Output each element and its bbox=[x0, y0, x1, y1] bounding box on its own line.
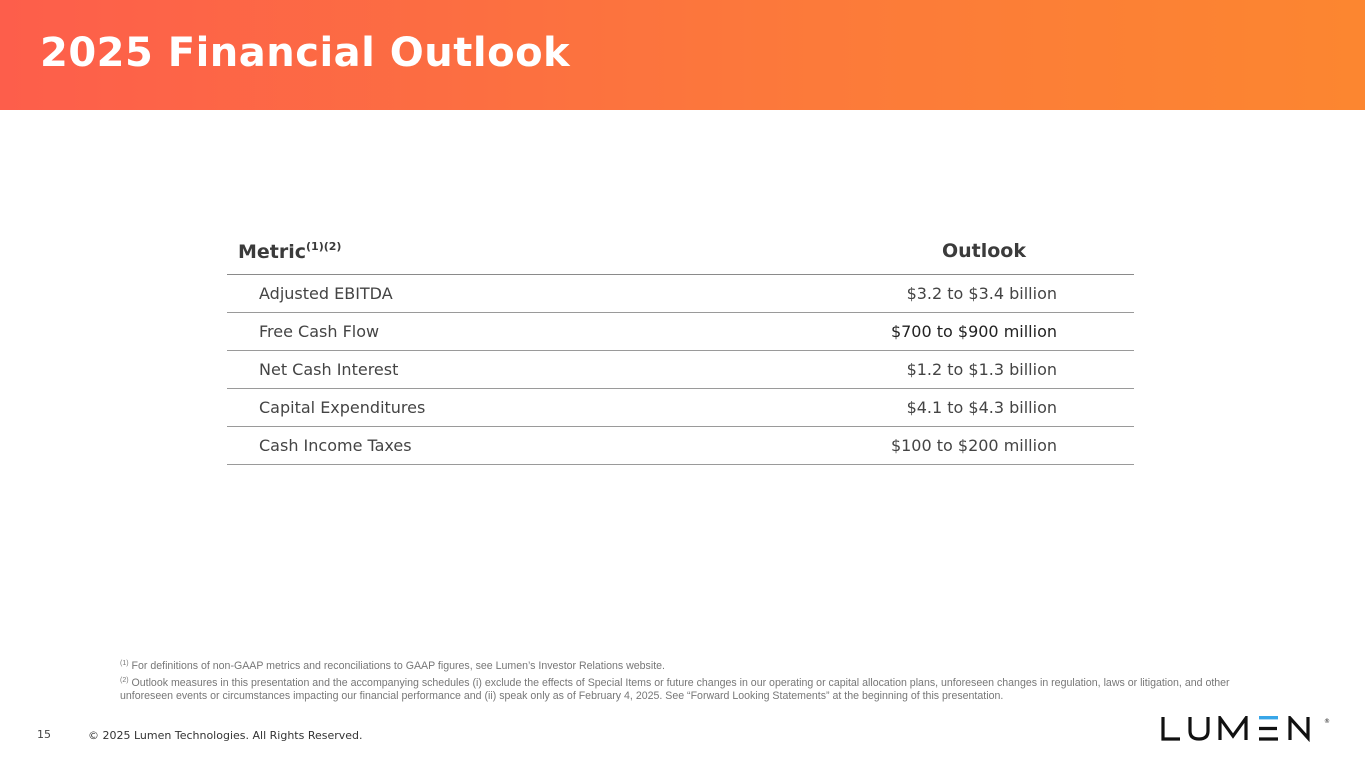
metric-cell: Cash Income Taxes bbox=[259, 436, 412, 455]
metric-cell: Adjusted EBITDA bbox=[259, 284, 393, 303]
svg-text:®: ® bbox=[1324, 718, 1330, 725]
outlook-cell: $1.2 to $1.3 billion bbox=[906, 360, 1057, 379]
table-row: Free Cash Flow $700 to $900 million bbox=[227, 313, 1134, 351]
page-number: 15 bbox=[37, 728, 51, 741]
page-title: 2025 Financial Outlook bbox=[40, 30, 571, 76]
footnote-mark: (2) bbox=[120, 676, 129, 684]
lumen-logo: ® bbox=[1161, 716, 1330, 742]
table-row: Net Cash Interest $1.2 to $1.3 billion bbox=[227, 351, 1134, 389]
outlook-cell: $100 to $200 million bbox=[890, 436, 1057, 455]
table-header: Metric(1)(2) Outlook bbox=[227, 232, 1134, 275]
metric-cell: Free Cash Flow bbox=[259, 322, 380, 341]
metric-cell: Net Cash Interest bbox=[259, 360, 399, 379]
title-banner: 2025 Financial Outlook bbox=[0, 0, 1365, 110]
footnote-text: Outlook measures in this presentation an… bbox=[120, 676, 1230, 703]
footnote-ref: (1)(2) bbox=[306, 240, 342, 253]
metric-column-header: Metric(1)(2) bbox=[238, 240, 341, 263]
metric-cell: Capital Expenditures bbox=[259, 398, 426, 417]
outlook-table: Metric(1)(2) Outlook Adjusted EBITDA $3.2… bbox=[227, 232, 1134, 465]
footnote-mark: (1) bbox=[120, 660, 129, 667]
footnote-text: For definitions of non-GAAP metrics and … bbox=[128, 660, 666, 672]
table-row: Adjusted EBITDA $3.2 to $3.4 billion bbox=[227, 275, 1134, 313]
outlook-cell: $4.1 to $4.3 billion bbox=[906, 398, 1057, 417]
footnote-1: (1) For definitions of non-GAAP metrics … bbox=[120, 657, 1230, 674]
footnote-2: (2) Outlook measures in this presentatio… bbox=[120, 674, 1230, 704]
outlook-column-header: Outlook bbox=[941, 240, 1026, 262]
table-row: Capital Expenditures $4.1 to $4.3 billion bbox=[227, 389, 1134, 427]
footnotes: (1) For definitions of non-GAAP metrics … bbox=[120, 657, 1230, 704]
table-row: Cash Income Taxes $100 to $200 million bbox=[227, 427, 1134, 465]
outlook-cell: $700 to $900 million bbox=[890, 322, 1057, 341]
outlook-cell: $3.2 to $3.4 billion bbox=[906, 284, 1057, 303]
copyright: © 2025 Lumen Technologies. All Rights Re… bbox=[88, 729, 363, 742]
metric-header-label: Metric bbox=[238, 241, 307, 263]
